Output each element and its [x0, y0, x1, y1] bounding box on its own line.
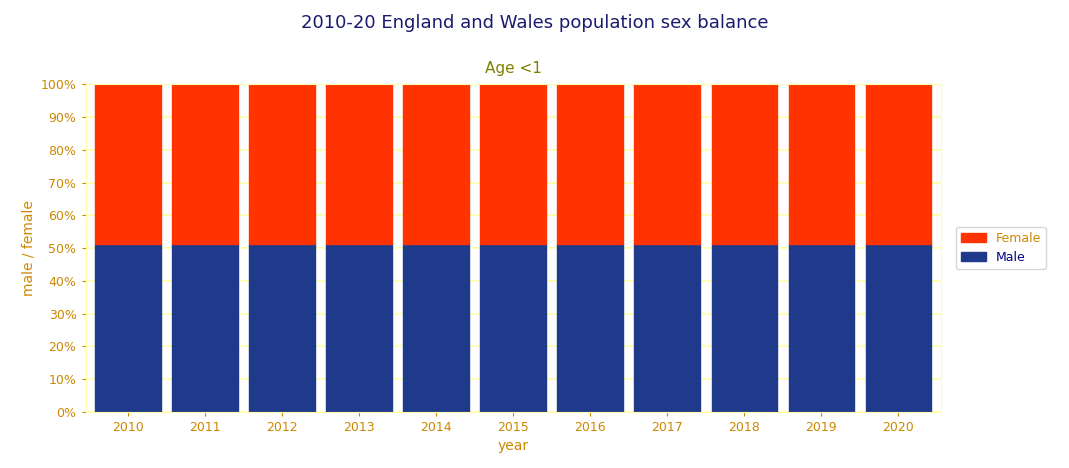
- Bar: [249, 84, 314, 244]
- Bar: [789, 84, 854, 244]
- Bar: [326, 244, 391, 412]
- Bar: [789, 244, 854, 412]
- Bar: [95, 84, 160, 244]
- Bar: [95, 244, 160, 412]
- Bar: [866, 244, 931, 412]
- Bar: [635, 244, 700, 412]
- Bar: [403, 244, 469, 412]
- Title: Age <1: Age <1: [484, 61, 542, 76]
- Bar: [249, 244, 314, 412]
- Bar: [712, 244, 777, 412]
- Text: 2010-20 England and Wales population sex balance: 2010-20 England and Wales population sex…: [300, 14, 769, 32]
- Bar: [480, 84, 546, 244]
- Bar: [172, 84, 237, 244]
- Bar: [712, 84, 777, 244]
- Bar: [480, 244, 546, 412]
- Bar: [866, 84, 931, 244]
- Bar: [403, 84, 469, 244]
- Bar: [326, 84, 391, 244]
- Legend: Female, Male: Female, Male: [956, 227, 1045, 269]
- Bar: [172, 244, 237, 412]
- Y-axis label: male / female: male / female: [21, 200, 35, 296]
- Bar: [557, 84, 623, 244]
- Bar: [557, 244, 623, 412]
- Bar: [635, 84, 700, 244]
- X-axis label: year: year: [497, 439, 529, 453]
